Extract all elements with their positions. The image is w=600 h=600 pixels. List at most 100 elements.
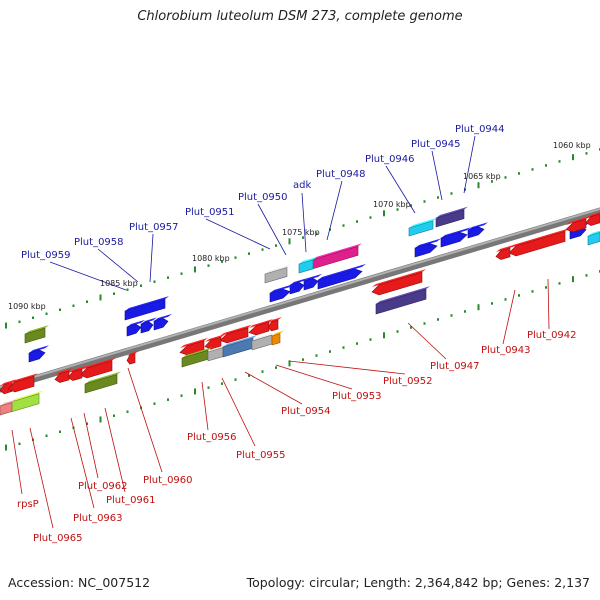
callout-line — [301, 192, 307, 253]
gene-label[interactable]: Plut_0952 — [383, 376, 433, 387]
gene-label[interactable]: Plut_0946 — [365, 154, 415, 165]
gene-bevel — [304, 273, 322, 281]
gene-feature — [126, 353, 136, 365]
ruler-dot — [437, 318, 439, 321]
gene-bevel — [182, 347, 212, 358]
ruler-dot — [518, 172, 520, 175]
ruler-dot — [5, 322, 7, 329]
gene-label[interactable]: Plut_0948 — [316, 169, 366, 180]
gene-label[interactable]: Plut_0953 — [332, 391, 382, 402]
ruler-dot — [558, 282, 561, 285]
gene-bevel — [0, 399, 16, 406]
ruler-dot — [383, 210, 385, 217]
ruler-dot — [275, 244, 277, 247]
ruler-dot — [504, 176, 507, 179]
gene-bevel — [141, 317, 157, 324]
gene-label[interactable]: Plut_0944 — [455, 124, 505, 135]
gene-bevel — [127, 319, 145, 327]
ruler-dot — [153, 280, 156, 283]
gene-label[interactable]: Plut_0954 — [281, 406, 331, 417]
ruler-dot — [18, 320, 21, 324]
gene-label[interactable]: Plut_0942 — [527, 330, 577, 341]
ruler-dot — [221, 382, 223, 385]
gene-label[interactable]: Plut_0958 — [74, 237, 124, 248]
accession-text: Accession: NC_007512 — [8, 575, 151, 590]
callout-line — [29, 427, 54, 529]
scale-tick-label: 1060 kbp — [553, 141, 591, 150]
label-callouts — [11, 135, 550, 529]
gene-label[interactable]: Plut_0945 — [411, 139, 461, 150]
ruler-dot — [167, 398, 169, 401]
gene-feature — [269, 288, 291, 303]
ruler-dot — [86, 300, 88, 303]
ruler-dot — [194, 388, 196, 395]
gene-label[interactable]: adk — [293, 180, 311, 191]
ruler-dot — [369, 338, 372, 341]
ruler-dot — [477, 304, 480, 311]
gene-feature — [303, 277, 319, 291]
map-title: Chlorobium luteolum DSM 273, complete ge… — [137, 9, 463, 24]
gene-label[interactable]: Plut_0943 — [481, 345, 531, 356]
gene-feature — [435, 209, 465, 228]
gene-feature — [204, 336, 222, 350]
callout-line — [49, 261, 127, 291]
gene-bevel — [372, 269, 426, 287]
gene-bevel — [290, 277, 308, 285]
gene-bevel — [80, 357, 116, 370]
gene-feature — [317, 268, 363, 290]
ruler-dot — [477, 182, 480, 189]
ruler-dot — [545, 164, 547, 167]
gene-features — [0, 206, 600, 416]
callout-line — [83, 412, 99, 479]
gene-label[interactable]: Plut_0960 — [143, 475, 193, 486]
gene-label[interactable]: Plut_0951 — [185, 207, 235, 218]
callout-line — [502, 289, 516, 345]
ruler-dot — [315, 354, 318, 357]
gene-bevel — [312, 243, 362, 260]
ruler-dot — [450, 192, 453, 195]
gene-feature — [126, 323, 142, 337]
gene-label[interactable]: rpsP — [17, 499, 39, 510]
ruler-dot — [221, 260, 223, 263]
ruler-dot — [86, 422, 88, 425]
gene-bevel — [125, 296, 169, 311]
ruler-dot — [45, 312, 48, 316]
ruler-dot — [99, 294, 102, 301]
gene-bevel — [436, 206, 468, 218]
gene-label[interactable]: Plut_0962 — [78, 481, 128, 492]
scale-tick-label: 1090 kbp — [8, 302, 46, 311]
ruler-dot — [572, 276, 574, 283]
gene-label[interactable]: Plut_0956 — [187, 432, 237, 443]
gene-feature — [124, 298, 166, 321]
gene-label[interactable]: Plut_0961 — [106, 495, 156, 506]
ruler-dot — [423, 322, 426, 325]
gene-label[interactable]: Plut_0957 — [129, 222, 179, 233]
gene-bevel — [588, 230, 600, 236]
gene-label[interactable]: Plut_0947 — [430, 361, 480, 372]
topology-text: Topology: circular; Length: 2,364,842 bp… — [246, 575, 590, 590]
gene-feature — [298, 259, 314, 274]
gene-label[interactable]: Plut_0950 — [238, 192, 288, 203]
gene-bevel — [509, 228, 569, 248]
callout-line — [257, 203, 287, 256]
ruler-dot — [464, 310, 466, 313]
gene-feature — [153, 317, 169, 331]
ruler-dot — [234, 256, 237, 259]
ruler-dot — [207, 386, 210, 389]
gene-label[interactable]: Plut_0955 — [236, 450, 286, 461]
callout-line — [407, 322, 447, 360]
gene-feature — [311, 245, 359, 270]
gene-labels-top: Plut_0944 Plut_0945 Plut_0946 Plut_0948 … — [21, 124, 505, 261]
ruler-dot — [59, 308, 61, 312]
gene-label[interactable]: Plut_0963 — [73, 513, 123, 524]
ruler-dot — [518, 294, 520, 297]
ruler-dot — [180, 394, 183, 397]
ruler-dot — [383, 332, 385, 339]
ruler-dot — [504, 298, 507, 301]
scale-tick-label: 1075 kbp — [282, 228, 320, 237]
gene-label[interactable]: Plut_0965 — [33, 533, 83, 544]
gene-label[interactable]: Plut_0959 — [21, 250, 71, 261]
ruler-dot — [585, 152, 588, 155]
gene-feature — [248, 321, 270, 336]
ruler-dot — [396, 208, 399, 211]
